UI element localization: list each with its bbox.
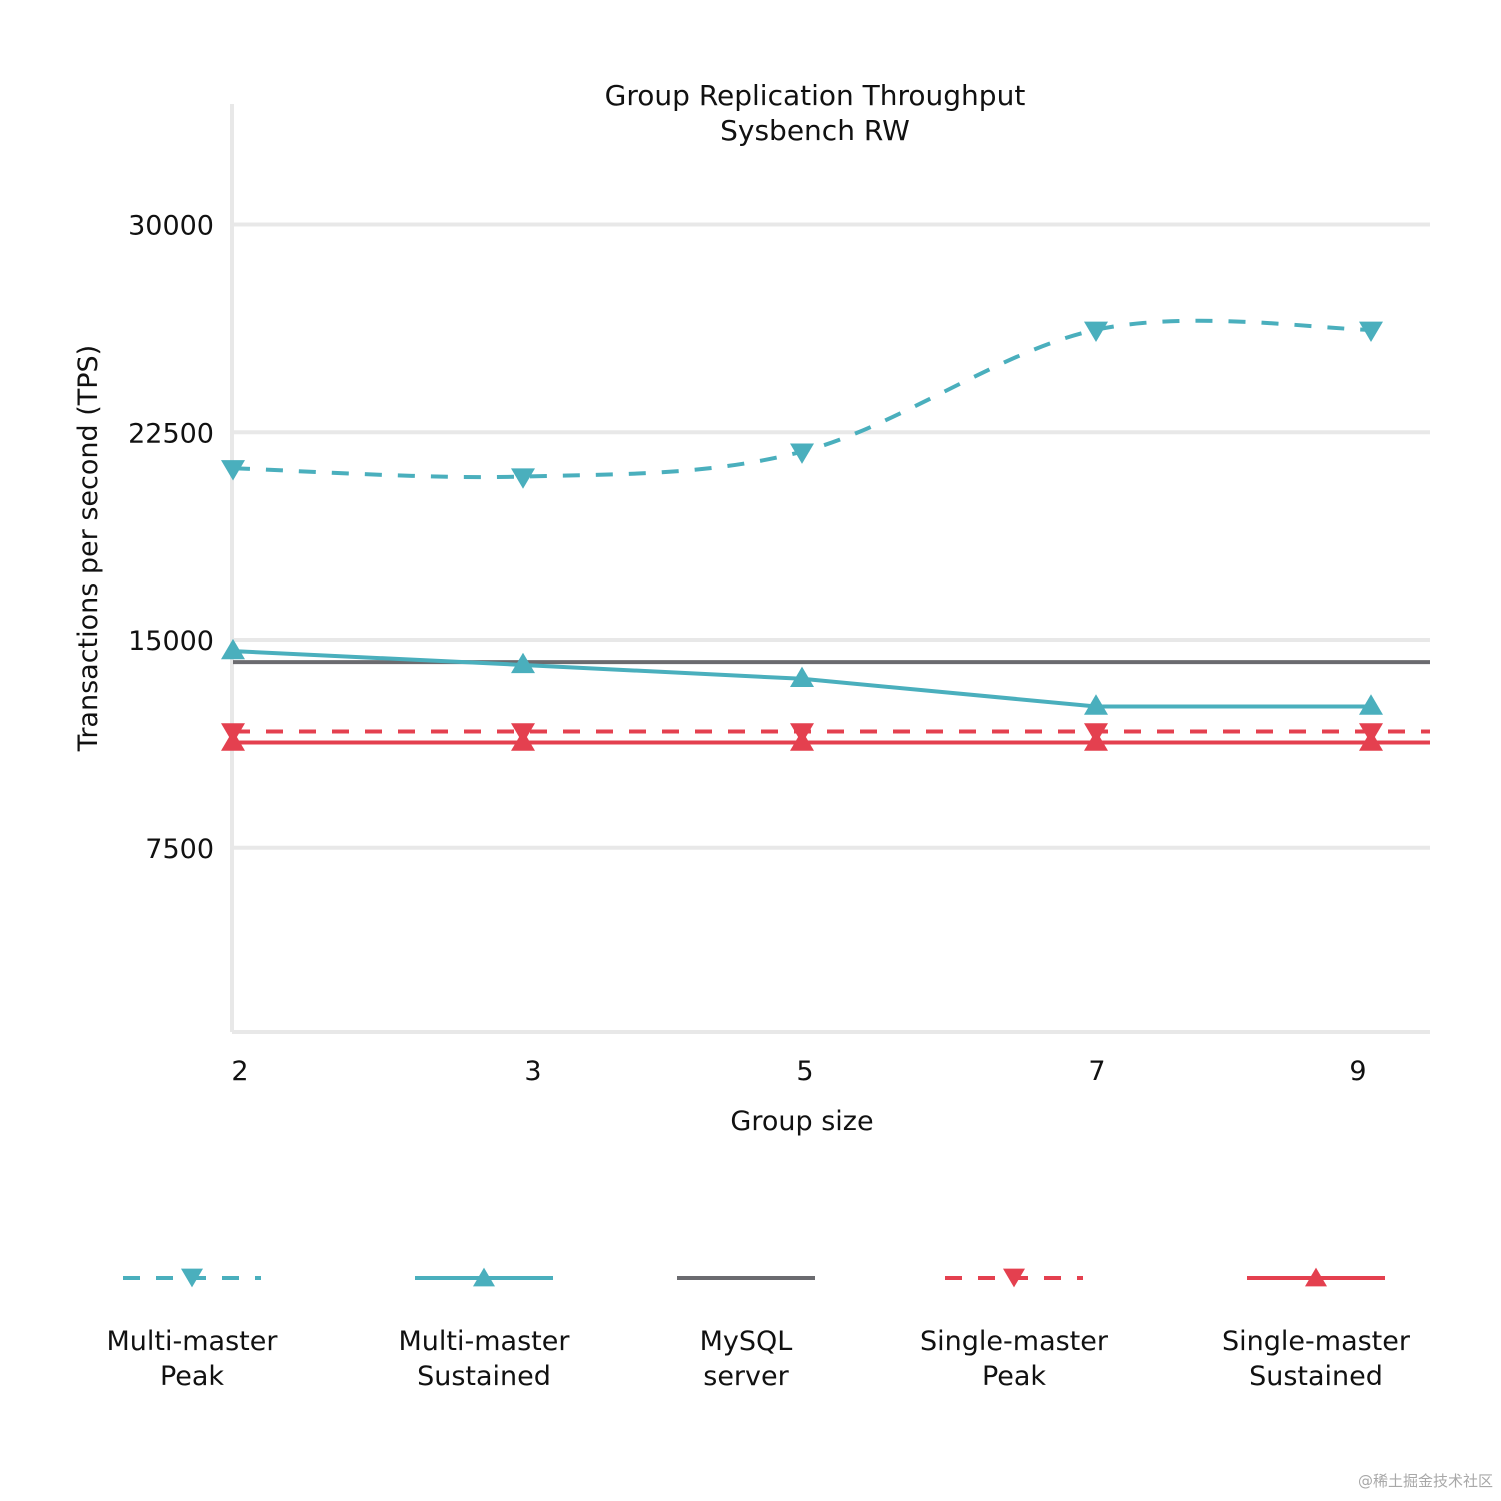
legend-item: MySQL server	[677, 1276, 815, 1392]
legend-marker-icon	[1003, 1268, 1025, 1288]
x-tick-label: 3	[524, 1056, 541, 1087]
data-point-marker	[511, 652, 535, 674]
series-multi-master-sustained	[221, 638, 1383, 715]
gridlines	[232, 222, 1430, 850]
series-multi-master-peak	[221, 318, 1383, 489]
legend-label: Sustained	[417, 1361, 551, 1392]
legend: Multi-master Peak Multi-master Sustained MyS…	[107, 1267, 1411, 1392]
data-point-marker	[790, 666, 814, 688]
x-tick-label: 5	[796, 1056, 813, 1087]
y-tick-label: 15000	[128, 626, 214, 657]
y-tick-label: 22500	[128, 418, 214, 449]
x-tick-label: 9	[1349, 1056, 1366, 1087]
x-tick-label: 7	[1088, 1056, 1105, 1087]
y-tick-labels: 7500 15000 22500 30000	[128, 211, 214, 865]
x-tick-label: 2	[231, 1056, 248, 1087]
series-single-master-sustained	[221, 730, 1430, 751]
legend-label: Sustained	[1249, 1361, 1383, 1392]
data-point-marker	[221, 730, 245, 751]
data-point-marker	[1084, 694, 1108, 715]
chart-subtitle: Sysbench RW	[720, 114, 910, 147]
data-point-marker	[511, 730, 535, 751]
data-point-marker	[790, 730, 814, 751]
y-tick-label: 30000	[128, 211, 214, 242]
legend-item: Single-master Peak	[920, 1268, 1109, 1392]
legend-label: Single-master	[920, 1326, 1109, 1357]
x-tick-labels: 2 3 5 7 9	[231, 1056, 1366, 1087]
data-point-marker	[1084, 730, 1108, 751]
data-point-marker	[1359, 694, 1383, 715]
legend-label: Peak	[160, 1361, 224, 1392]
legend-label: Multi-master	[399, 1326, 571, 1357]
data-point-marker	[511, 468, 535, 489]
legend-marker-icon	[1305, 1267, 1327, 1287]
legend-label: server	[703, 1361, 789, 1392]
data-point-marker	[221, 460, 245, 481]
y-axis-label: Transactions per second (TPS)	[73, 345, 104, 752]
legend-marker-icon	[473, 1267, 495, 1287]
data-point-marker	[790, 443, 814, 464]
legend-label: Single-master	[1222, 1326, 1411, 1357]
data-point-marker	[1359, 321, 1383, 342]
watermark: @稀土掘金技术社区	[1357, 1472, 1493, 1490]
data-point-marker	[1084, 321, 1108, 342]
y-tick-label: 7500	[145, 834, 214, 865]
legend-item: Multi-master Sustained	[399, 1267, 571, 1392]
legend-item: Single-master Sustained	[1222, 1267, 1411, 1392]
legend-label: MySQL	[700, 1326, 793, 1357]
legend-item: Multi-master Peak	[107, 1268, 279, 1392]
legend-label: Peak	[982, 1361, 1046, 1392]
chart-title: Group Replication Throughput	[605, 79, 1026, 112]
data-point-marker	[221, 638, 245, 660]
legend-label: Multi-master	[107, 1326, 279, 1357]
series-lines	[221, 318, 1430, 751]
legend-marker-icon	[181, 1268, 203, 1288]
x-axis-label: Group size	[730, 1106, 873, 1137]
data-point-marker	[1359, 730, 1383, 751]
